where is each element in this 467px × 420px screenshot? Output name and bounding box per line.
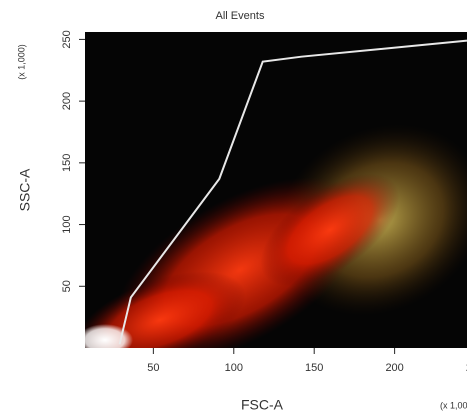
chart-title: All Events (216, 10, 265, 22)
y-tick-label: 50 (61, 280, 73, 292)
x-tick-label: 50 (147, 362, 159, 374)
y-axis-label: SSC-A (17, 168, 33, 211)
x-axis-label: FSC-A (241, 397, 284, 413)
gate-polygon (118, 39, 467, 345)
x-tick-label: 100 (225, 362, 243, 374)
x-tick-label: 200 (385, 362, 403, 374)
x-tick-label: 250 (466, 362, 467, 374)
y-scale-note: (x 1,000) (16, 44, 26, 80)
x-scale-note: (x 1,000) (440, 400, 467, 410)
y-tick-label: 150 (61, 154, 73, 172)
gate-layer: totale WBC-populatie (118, 0, 467, 345)
y-tick-label: 100 (61, 215, 73, 233)
x-tick-label: 150 (305, 362, 323, 374)
gate-label: totale WBC-populatie (241, 0, 374, 8)
density-cloud (85, 124, 467, 348)
y-tick-label: 200 (61, 92, 73, 110)
y-tick-label: 250 (61, 30, 73, 48)
